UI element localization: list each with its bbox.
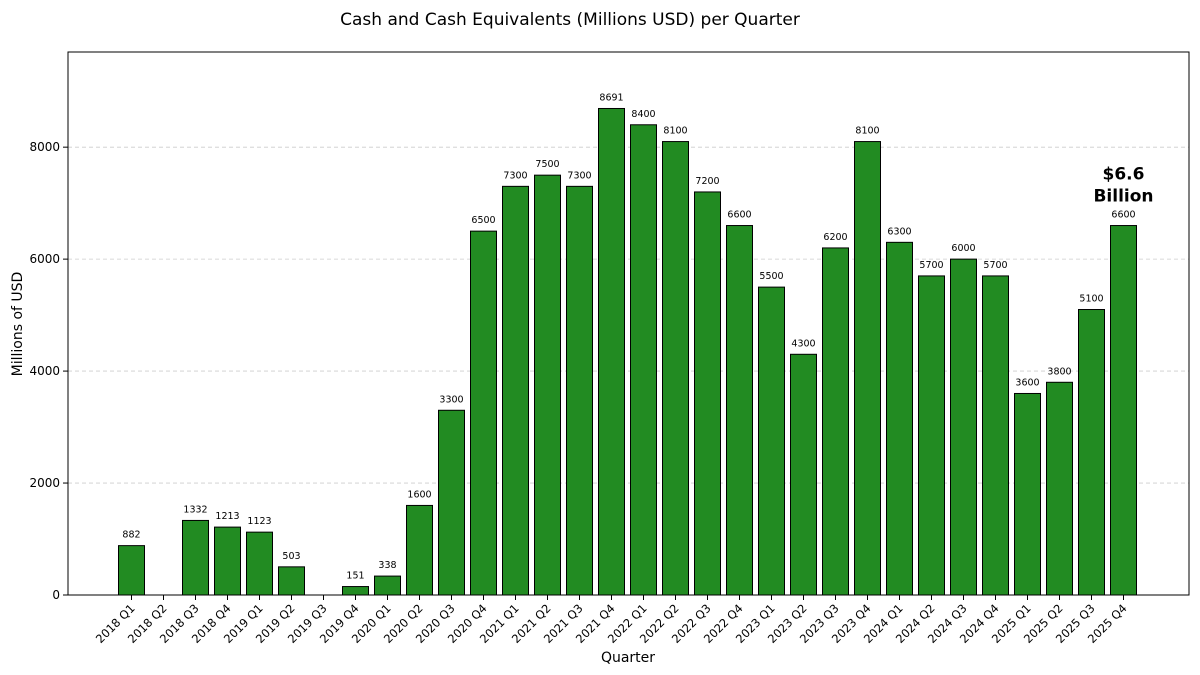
bar <box>534 174 561 596</box>
data-label: 8100 <box>855 126 879 137</box>
data-label: 503 <box>282 551 300 562</box>
data-label: 151 <box>346 571 364 582</box>
data-label: 8400 <box>631 109 655 120</box>
bar <box>1014 392 1041 596</box>
data-label: 338 <box>378 560 396 571</box>
y-tick-label: 2000 <box>29 476 60 490</box>
data-label: 4300 <box>791 338 815 349</box>
bar <box>278 566 305 596</box>
bar <box>342 586 369 596</box>
bar <box>854 141 881 596</box>
bar <box>726 225 753 596</box>
bar <box>598 107 625 596</box>
y-axis: 0 2000 4000 6000 8000 <box>29 140 68 602</box>
bar <box>406 504 433 596</box>
annotation-line: Billion <box>1093 187 1153 207</box>
data-label: 1213 <box>215 511 239 522</box>
bar <box>1110 225 1137 596</box>
bar <box>822 247 849 596</box>
data-label: 5700 <box>983 260 1007 271</box>
data-label: 3300 <box>439 394 463 405</box>
data-label: 8100 <box>663 126 687 137</box>
data-label: 8691 <box>599 92 623 103</box>
data-labels: 882 1332 1213 1123 503 151 338 1600 3300 6500 7300… <box>122 92 1135 581</box>
x-axis-label: Quarter <box>601 650 655 666</box>
bar <box>470 230 497 596</box>
bar <box>374 575 401 596</box>
bar <box>438 409 465 596</box>
y-axis-label: Millions of USD <box>10 272 26 377</box>
data-label: 6600 <box>727 210 751 221</box>
y-tick-label: 8000 <box>29 140 60 154</box>
data-label: 5700 <box>919 260 943 271</box>
bar <box>662 141 689 596</box>
bar <box>790 353 817 596</box>
data-label: 6000 <box>951 243 975 254</box>
data-label: 3600 <box>1015 377 1039 388</box>
annotation-line: $6.6 <box>1103 165 1145 185</box>
bar <box>886 241 913 596</box>
plot-frame <box>67 51 1190 596</box>
annotation: Billion$6.6 <box>1093 165 1153 207</box>
bar <box>758 286 785 596</box>
bar <box>246 531 273 596</box>
bar <box>118 545 145 596</box>
data-label: 7200 <box>695 176 719 187</box>
data-label: 3800 <box>1047 366 1071 377</box>
data-label: 6600 <box>1111 210 1135 221</box>
bar <box>918 275 945 596</box>
data-label: 7300 <box>503 170 527 181</box>
bar <box>182 519 209 596</box>
y-tick-label: 0 <box>52 588 60 602</box>
chart-title: Cash and Cash Equivalents (Millions USD)… <box>340 10 800 30</box>
y-tick-label: 6000 <box>29 252 60 266</box>
bar <box>214 526 241 596</box>
bar <box>950 258 977 596</box>
data-label: 6200 <box>823 232 847 243</box>
data-label: 5500 <box>759 271 783 282</box>
bar <box>694 191 721 596</box>
bar <box>982 275 1009 596</box>
data-label: 6300 <box>887 226 911 237</box>
bar <box>630 124 657 596</box>
data-label: 5100 <box>1079 294 1103 305</box>
bars <box>118 107 1137 596</box>
bar <box>502 185 529 596</box>
data-label: 7500 <box>535 159 559 170</box>
y-tick-label: 4000 <box>29 364 60 378</box>
data-label: 7300 <box>567 170 591 181</box>
bar <box>1046 381 1073 596</box>
data-label: 1332 <box>183 504 207 515</box>
data-label: 1123 <box>247 516 271 527</box>
data-label: 6500 <box>471 215 495 226</box>
bar <box>1078 309 1105 596</box>
data-label: 882 <box>122 530 140 541</box>
data-label: 1600 <box>407 489 431 500</box>
bar <box>566 185 593 596</box>
